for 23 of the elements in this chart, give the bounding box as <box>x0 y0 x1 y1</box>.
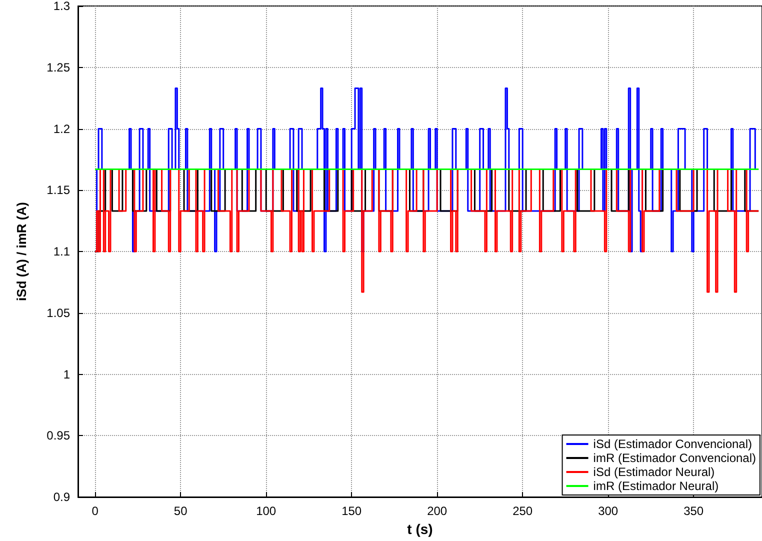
x-tick-label: 150 <box>342 504 362 518</box>
y-tick-label: 1 <box>63 367 70 382</box>
x-tick-label: 250 <box>512 504 533 518</box>
y-tick-label: 1.3 <box>53 0 70 13</box>
x-tick-label: 50 <box>174 504 188 518</box>
x-tick-label: 0 <box>92 504 99 518</box>
y-tick-label: 0.95 <box>46 428 70 443</box>
x-tick-label: 300 <box>598 504 618 518</box>
x-axis-title: t (s) <box>407 520 433 537</box>
legend-label: imR (Estimador Convencional) <box>593 451 756 465</box>
y-tick-label: 1.05 <box>46 306 70 320</box>
legend-label: iSd (Estimador Convencional) <box>593 437 752 451</box>
x-tick-label: 100 <box>256 504 276 518</box>
y-tick-label: 0.9 <box>53 490 70 504</box>
legend-label: imR (Estimador Neural) <box>593 479 719 493</box>
x-tick-label: 350 <box>684 504 704 518</box>
legend-label: iSd (Estimador Neural) <box>593 465 715 479</box>
y-tick-label: 1.2 <box>53 122 70 136</box>
y-tick-label: 1.15 <box>46 183 70 198</box>
y-axis-title: iSd (A) / imR (A) <box>14 202 29 301</box>
y-tick-label: 1.1 <box>53 244 70 258</box>
y-tick-label: 1.25 <box>46 60 70 74</box>
x-tick-label: 200 <box>427 504 448 518</box>
